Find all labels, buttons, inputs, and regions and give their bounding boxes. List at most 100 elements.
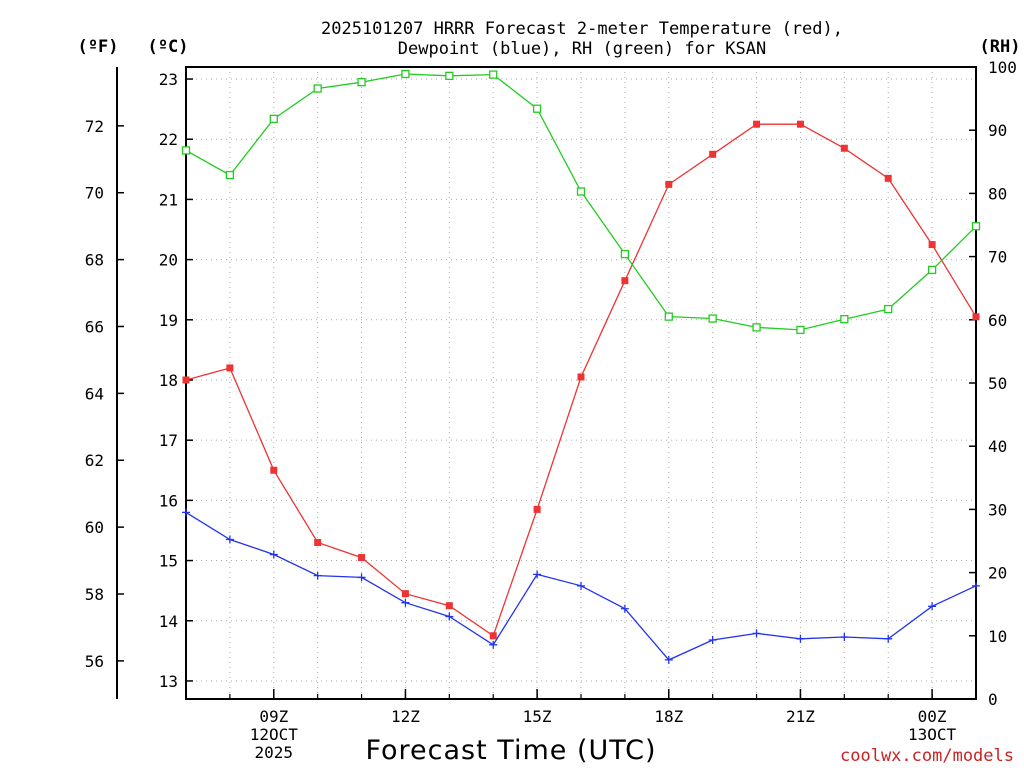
temperature-point bbox=[753, 120, 761, 128]
celsius-unit-label: (ºC) bbox=[148, 37, 189, 57]
celsius-tick-label: 21 bbox=[159, 190, 178, 209]
dewpoint-point bbox=[884, 634, 893, 643]
rh-point bbox=[313, 84, 322, 93]
rh-point bbox=[620, 249, 630, 259]
rh-unit-label: (RH) bbox=[980, 37, 1021, 57]
dewpoint-point bbox=[445, 612, 454, 621]
dewpoint-point bbox=[489, 640, 498, 649]
temperature-point bbox=[226, 364, 234, 372]
celsius-tick-label: 16 bbox=[159, 491, 178, 510]
rh-tick-label: 10 bbox=[988, 627, 1007, 646]
chart-title-line2: Dewpoint (blue), RH (green) for KSAN bbox=[398, 39, 766, 59]
dewpoint-point bbox=[269, 550, 278, 559]
dewpoint-point bbox=[664, 655, 673, 664]
dewpoint-point bbox=[577, 581, 585, 590]
credit-text: coolwx.com/models bbox=[840, 746, 1014, 766]
rh-tick-label: 50 bbox=[988, 374, 1007, 393]
fahrenheit-tick-label: 56 bbox=[85, 652, 104, 671]
temperature-point bbox=[796, 120, 804, 128]
celsius-tick-label: 17 bbox=[159, 431, 178, 450]
dewpoint-point bbox=[620, 604, 629, 613]
dewpoint-point bbox=[313, 571, 322, 580]
rh-point bbox=[796, 325, 805, 335]
dewpoint-point bbox=[708, 636, 717, 645]
temperature-point bbox=[401, 590, 409, 598]
temperature-point bbox=[577, 373, 585, 381]
rh-point bbox=[532, 104, 542, 113]
temperature-point bbox=[840, 144, 848, 152]
fahrenheit-tick-label: 60 bbox=[85, 518, 104, 537]
rh-tick-label: 80 bbox=[988, 184, 1007, 203]
temperature-point bbox=[621, 277, 629, 285]
rh-tick-label: 40 bbox=[988, 437, 1007, 456]
temperature-point bbox=[884, 174, 892, 182]
celsius-tick-label: 18 bbox=[159, 371, 178, 390]
fahrenheit-tick-label: 58 bbox=[85, 585, 104, 604]
temperature-point bbox=[445, 602, 453, 610]
celsius-tick-label: 14 bbox=[159, 612, 178, 631]
celsius-tick-label: 13 bbox=[159, 672, 178, 691]
x-tick-label: 21Z bbox=[786, 707, 815, 726]
rh-point bbox=[884, 304, 893, 314]
dewpoint-point bbox=[972, 581, 980, 590]
rh-point bbox=[401, 69, 410, 79]
dewpoint-point bbox=[225, 535, 234, 544]
x-tick-label: 15Z bbox=[523, 707, 552, 726]
grid-lines bbox=[186, 67, 976, 699]
rh-point bbox=[357, 78, 366, 87]
fahrenheit-tick-label: 68 bbox=[85, 251, 104, 270]
fahrenheit-tick-label: 72 bbox=[85, 117, 104, 136]
rh-point bbox=[971, 222, 981, 231]
celsius-tick-label: 15 bbox=[159, 552, 178, 571]
x-tick-label: 12Z bbox=[391, 707, 420, 726]
rh-point bbox=[840, 315, 849, 324]
temperature-point bbox=[665, 180, 673, 188]
temperature-point bbox=[928, 241, 936, 249]
data-series bbox=[181, 69, 981, 664]
rh-tick-label: 90 bbox=[988, 121, 1007, 140]
x-tick-label: 2025 bbox=[255, 743, 294, 762]
temperature-point bbox=[709, 150, 717, 158]
rh-tick-label: 70 bbox=[988, 248, 1007, 267]
rh-point bbox=[489, 70, 498, 79]
temperature-point bbox=[314, 539, 322, 547]
x-tick-label: 13OCT bbox=[908, 725, 957, 744]
fahrenheit-tick-label: 62 bbox=[85, 451, 104, 470]
x-axis-title: Forecast Time (UTC) bbox=[365, 735, 656, 766]
x-tick-label: 09Z bbox=[259, 707, 288, 726]
fahrenheit-unit-label: (ºF) bbox=[78, 37, 119, 57]
rh-tick-label: 100 bbox=[988, 58, 1017, 77]
rh-point bbox=[752, 323, 761, 332]
rh-tick-label: 0 bbox=[988, 690, 998, 709]
axis-ticks: 13 14 15 16 17 18 19 20 21 22 23 56 58 60 62 64 66 68 70 72… bbox=[85, 58, 1017, 762]
rh-point bbox=[445, 71, 454, 80]
celsius-tick-label: 22 bbox=[159, 130, 178, 149]
celsius-tick-label: 23 bbox=[159, 70, 178, 89]
temperature-point bbox=[489, 632, 497, 640]
temperature-point bbox=[358, 554, 366, 562]
dewpoint-point bbox=[928, 602, 937, 611]
rh-point bbox=[225, 170, 235, 180]
dewpoint-point bbox=[182, 508, 190, 517]
x-tick-label: 12OCT bbox=[250, 725, 299, 744]
rh-point bbox=[576, 187, 586, 196]
dewpoint-point bbox=[357, 573, 366, 582]
rh-tick-label: 30 bbox=[988, 500, 1007, 519]
chart-title-line1: 2025101207 HRRR Forecast 2-meter Tempera… bbox=[321, 19, 843, 39]
x-tick-label: 00Z bbox=[918, 707, 947, 726]
temperature-point bbox=[270, 466, 278, 474]
rh-point bbox=[181, 146, 191, 155]
temperature-point bbox=[533, 505, 541, 513]
dewpoint-point bbox=[533, 570, 542, 579]
rh-tick-label: 20 bbox=[988, 564, 1007, 583]
celsius-tick-label: 19 bbox=[159, 311, 178, 330]
x-tick-label: 18Z bbox=[654, 707, 683, 726]
rh-point bbox=[708, 314, 717, 323]
rh-point bbox=[927, 265, 937, 275]
dewpoint-point bbox=[401, 598, 410, 607]
dewpoint-point bbox=[752, 629, 761, 638]
temperature-point bbox=[972, 313, 980, 321]
fahrenheit-tick-label: 66 bbox=[85, 317, 104, 336]
rh-point bbox=[664, 312, 673, 321]
